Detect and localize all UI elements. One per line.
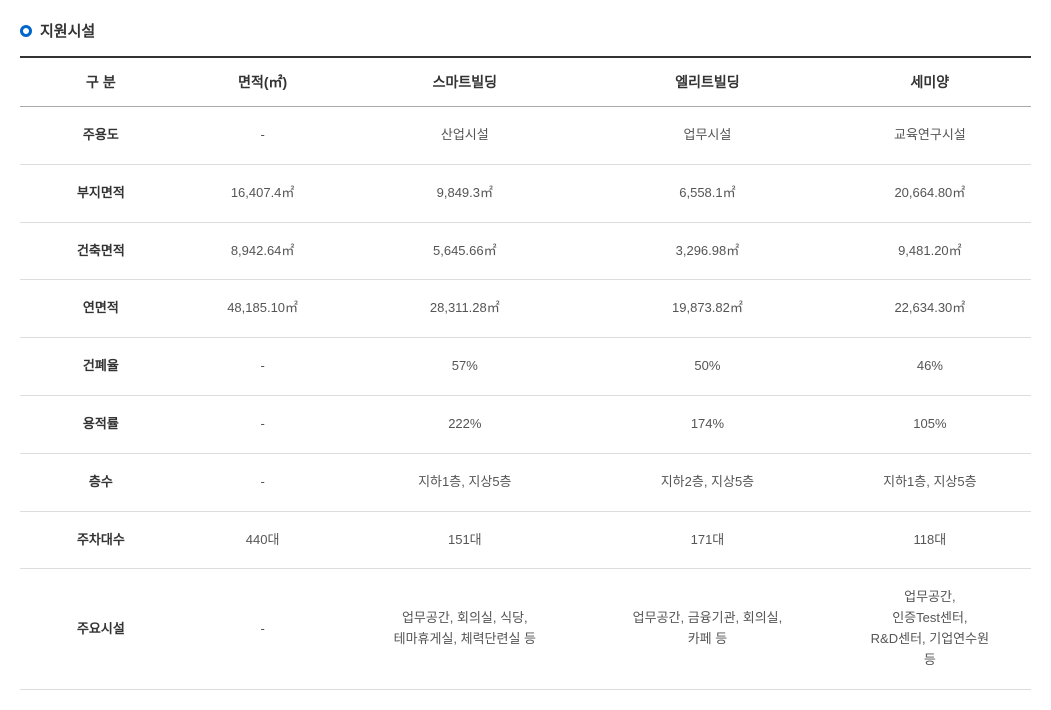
section-title: 지원시설 [20, 20, 1031, 41]
table-cell: 9,849.3㎡ [344, 164, 587, 222]
table-cell: - [182, 569, 344, 689]
bullet-icon [20, 25, 32, 37]
row-label: 건폐율 [20, 338, 182, 396]
row-label: 층수 [20, 453, 182, 511]
table-cell: 3,296.98㎡ [586, 222, 829, 280]
table-cell: 19,873.82㎡ [586, 280, 829, 338]
col-header: 구 분 [20, 57, 182, 107]
row-label: 주용도 [20, 107, 182, 165]
section-title-text: 지원시설 [40, 20, 95, 41]
table-cell: 22,634.30㎡ [829, 280, 1031, 338]
row-label: 연면적 [20, 280, 182, 338]
table-cell: 8,942.64㎡ [182, 222, 344, 280]
table-cell: 16,407.4㎡ [182, 164, 344, 222]
table-cell: 48,185.10㎡ [182, 280, 344, 338]
table-row: 연면적48,185.10㎡28,311.28㎡19,873.82㎡22,634.… [20, 280, 1031, 338]
table-cell: 업무공간, 금융기관, 회의실,카페 등 [586, 569, 829, 689]
table-cell: 57% [344, 338, 587, 396]
table-row: 주요시설-업무공간, 회의실, 식당,테마휴게실, 체력단련실 등업무공간, 금… [20, 569, 1031, 689]
table-cell: 지하1층, 지상5층 [829, 453, 1031, 511]
table-cell: 118대 [829, 511, 1031, 569]
table-cell: 174% [586, 395, 829, 453]
row-label: 용적률 [20, 395, 182, 453]
table-cell: 171대 [586, 511, 829, 569]
col-header: 세미양 [829, 57, 1031, 107]
table-cell: 9,481.20㎡ [829, 222, 1031, 280]
col-header: 스마트빌딩 [344, 57, 587, 107]
table-row: 건축면적8,942.64㎡5,645.66㎡3,296.98㎡9,481.20㎡ [20, 222, 1031, 280]
row-label: 부지면적 [20, 164, 182, 222]
table-cell: 업무시설 [586, 107, 829, 165]
row-label: 주차대수 [20, 511, 182, 569]
col-header: 면적(㎡) [182, 57, 344, 107]
table-row: 용적률-222%174%105% [20, 395, 1031, 453]
table-cell: 28,311.28㎡ [344, 280, 587, 338]
table-cell: - [182, 107, 344, 165]
table-cell: 업무공간, 회의실, 식당,테마휴게실, 체력단련실 등 [344, 569, 587, 689]
row-label: 주요시설 [20, 569, 182, 689]
table-cell: 산업시설 [344, 107, 587, 165]
table-row: 건폐율-57%50%46% [20, 338, 1031, 396]
table-cell: 6,558.1㎡ [586, 164, 829, 222]
table-cell: 46% [829, 338, 1031, 396]
table-cell: - [182, 395, 344, 453]
table-row: 주차대수440대151대171대118대 [20, 511, 1031, 569]
table-cell: 440대 [182, 511, 344, 569]
table-cell: 업무공간,인증Test센터,R&D센터, 기업연수원등 [829, 569, 1031, 689]
table-cell: 50% [586, 338, 829, 396]
table-cell: 151대 [344, 511, 587, 569]
table-cell: 222% [344, 395, 587, 453]
table-row: 부지면적16,407.4㎡9,849.3㎡6,558.1㎡20,664.80㎡ [20, 164, 1031, 222]
col-header: 엘리트빌딩 [586, 57, 829, 107]
table-cell: - [182, 453, 344, 511]
table-cell: 5,645.66㎡ [344, 222, 587, 280]
row-label: 건축면적 [20, 222, 182, 280]
table-cell: 105% [829, 395, 1031, 453]
table-row: 주용도-산업시설업무시설교육연구시설 [20, 107, 1031, 165]
facilities-table: 구 분 면적(㎡) 스마트빌딩 엘리트빌딩 세미양 주용도-산업시설업무시설교육… [20, 56, 1031, 690]
table-cell: 지하2층, 지상5층 [586, 453, 829, 511]
table-cell: 지하1층, 지상5층 [344, 453, 587, 511]
table-header-row: 구 분 면적(㎡) 스마트빌딩 엘리트빌딩 세미양 [20, 57, 1031, 107]
table-cell: 20,664.80㎡ [829, 164, 1031, 222]
table-cell: 교육연구시설 [829, 107, 1031, 165]
table-cell: - [182, 338, 344, 396]
table-row: 층수-지하1층, 지상5층지하2층, 지상5층지하1층, 지상5층 [20, 453, 1031, 511]
